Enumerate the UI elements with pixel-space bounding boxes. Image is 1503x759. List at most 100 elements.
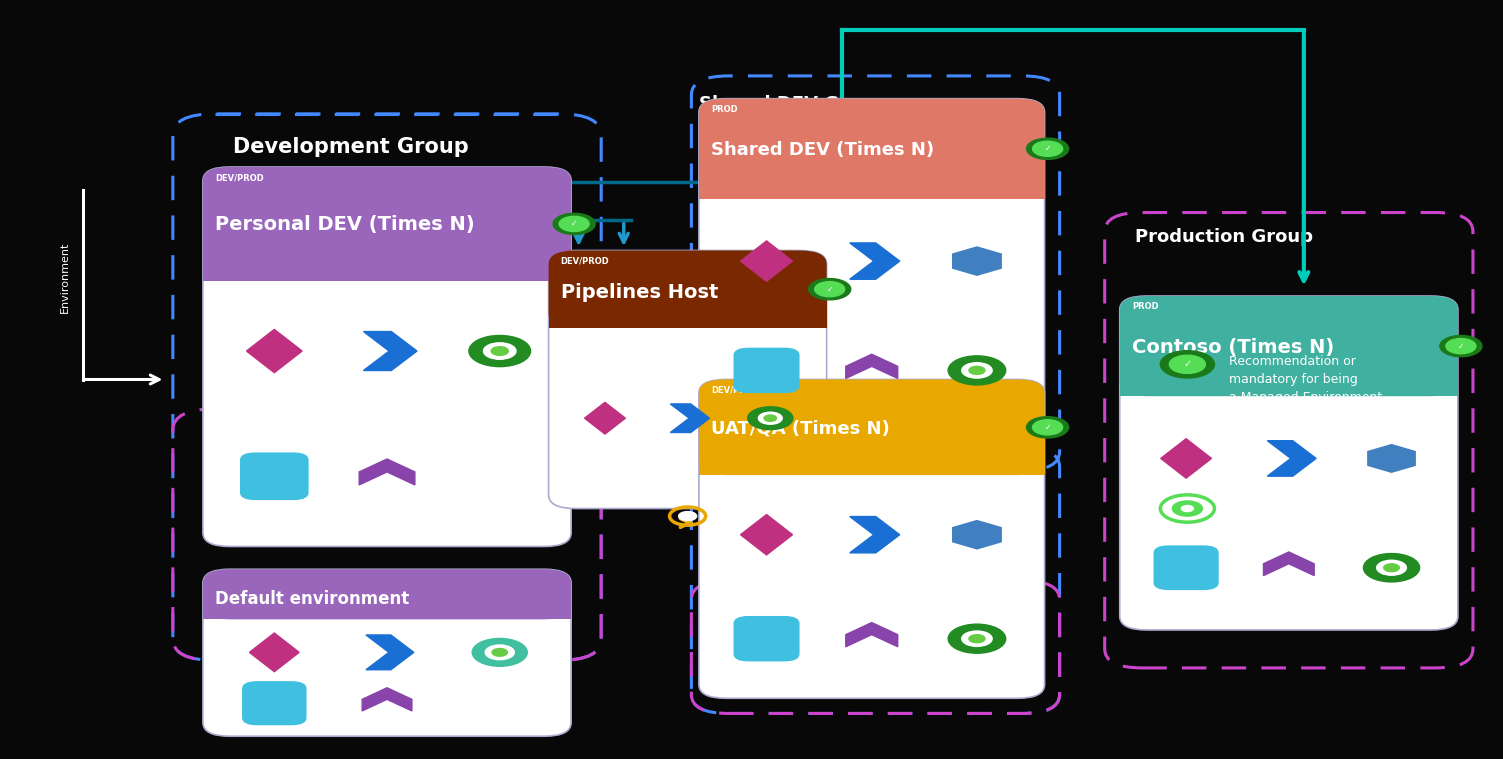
FancyBboxPatch shape: [203, 167, 571, 546]
Bar: [549, 293, 827, 328]
FancyBboxPatch shape: [1120, 296, 1458, 630]
Circle shape: [485, 645, 514, 660]
Bar: [699, 432, 1045, 475]
FancyBboxPatch shape: [203, 569, 571, 619]
Circle shape: [469, 335, 531, 367]
Circle shape: [809, 279, 851, 300]
Polygon shape: [741, 241, 792, 282]
FancyBboxPatch shape: [733, 616, 800, 661]
Circle shape: [1033, 141, 1063, 156]
Circle shape: [559, 216, 589, 231]
Text: UAT: UAT: [721, 471, 764, 490]
Polygon shape: [953, 521, 1001, 549]
Polygon shape: [364, 332, 416, 370]
Circle shape: [1169, 355, 1205, 373]
Text: ✓: ✓: [827, 285, 833, 294]
Circle shape: [815, 282, 845, 297]
Circle shape: [1160, 351, 1214, 378]
Circle shape: [491, 347, 508, 355]
FancyBboxPatch shape: [1120, 296, 1458, 396]
Bar: [203, 229, 571, 281]
Text: ✓: ✓: [1045, 423, 1051, 432]
Circle shape: [553, 213, 595, 235]
Polygon shape: [953, 247, 1001, 276]
Text: ✓: ✓: [1045, 144, 1051, 153]
Text: Personal DEV (Times N): Personal DEV (Times N): [215, 215, 475, 234]
Text: ✓: ✓: [1458, 342, 1464, 351]
Text: DEV/PROD: DEV/PROD: [561, 257, 609, 266]
Text: PROD: PROD: [1132, 302, 1159, 311]
Polygon shape: [359, 459, 415, 485]
Circle shape: [759, 412, 782, 424]
Circle shape: [1033, 420, 1063, 435]
FancyBboxPatch shape: [733, 348, 800, 393]
FancyBboxPatch shape: [699, 99, 1045, 199]
Circle shape: [764, 415, 777, 421]
Circle shape: [1363, 553, 1420, 582]
Circle shape: [962, 363, 992, 378]
FancyBboxPatch shape: [240, 452, 308, 500]
Text: ✓: ✓: [1183, 359, 1192, 370]
Bar: [203, 597, 571, 619]
Polygon shape: [741, 515, 792, 555]
Polygon shape: [670, 404, 709, 433]
Text: Recommendation or
mandatory for being
a Managed Environment: Recommendation or mandatory for being a …: [1229, 355, 1383, 405]
Text: Default environment: Default environment: [215, 591, 409, 608]
Circle shape: [1181, 505, 1193, 512]
Bar: [699, 154, 1045, 199]
Circle shape: [948, 356, 1006, 385]
Text: Shared DEV (Times N): Shared DEV (Times N): [711, 140, 933, 159]
Circle shape: [747, 407, 794, 430]
Text: Development Group: Development Group: [233, 137, 469, 156]
Circle shape: [1377, 560, 1407, 575]
Text: ✓: ✓: [571, 219, 577, 228]
Polygon shape: [1264, 552, 1314, 575]
Polygon shape: [849, 243, 900, 279]
Circle shape: [678, 512, 697, 521]
FancyBboxPatch shape: [549, 250, 827, 328]
Text: PROD: PROD: [711, 105, 738, 114]
Circle shape: [491, 648, 508, 657]
Circle shape: [1384, 564, 1399, 572]
Bar: [1120, 351, 1458, 396]
Circle shape: [1440, 335, 1482, 357]
FancyBboxPatch shape: [699, 380, 1045, 698]
FancyBboxPatch shape: [1153, 546, 1219, 590]
FancyBboxPatch shape: [549, 250, 827, 509]
FancyBboxPatch shape: [242, 681, 307, 726]
Circle shape: [969, 367, 984, 374]
Text: Environment: Environment: [60, 241, 69, 313]
FancyBboxPatch shape: [203, 569, 571, 736]
Polygon shape: [249, 633, 299, 672]
Circle shape: [962, 631, 992, 647]
Polygon shape: [365, 635, 413, 669]
Circle shape: [472, 638, 528, 666]
Text: Contoso (Times N): Contoso (Times N): [1132, 338, 1335, 357]
Circle shape: [1172, 501, 1202, 516]
Circle shape: [484, 343, 516, 359]
Polygon shape: [1267, 441, 1317, 476]
Circle shape: [1446, 339, 1476, 354]
Polygon shape: [1368, 445, 1416, 472]
Text: UAT/QA (Times N): UAT/QA (Times N): [711, 420, 890, 438]
Circle shape: [969, 635, 984, 643]
Text: DEV/PROD: DEV/PROD: [215, 173, 263, 182]
FancyBboxPatch shape: [699, 99, 1045, 433]
FancyBboxPatch shape: [203, 167, 571, 281]
Polygon shape: [585, 402, 625, 434]
Text: Shared DEV Group: Shared DEV Group: [699, 95, 885, 113]
Circle shape: [1027, 417, 1069, 438]
Text: Production Group: Production Group: [1135, 228, 1312, 246]
Polygon shape: [846, 354, 897, 379]
Polygon shape: [846, 622, 897, 647]
Text: DEV/PROD: DEV/PROD: [711, 386, 759, 395]
Polygon shape: [362, 688, 412, 711]
Polygon shape: [849, 517, 900, 553]
Text: Recommendation for
Dataverse being deployed: Recommendation for Dataverse being deplo…: [1229, 501, 1395, 532]
Circle shape: [948, 624, 1006, 653]
Circle shape: [1027, 138, 1069, 159]
Text: Pipelines Host: Pipelines Host: [561, 283, 718, 302]
FancyBboxPatch shape: [699, 380, 1045, 475]
Polygon shape: [246, 329, 302, 373]
Polygon shape: [1160, 439, 1211, 478]
